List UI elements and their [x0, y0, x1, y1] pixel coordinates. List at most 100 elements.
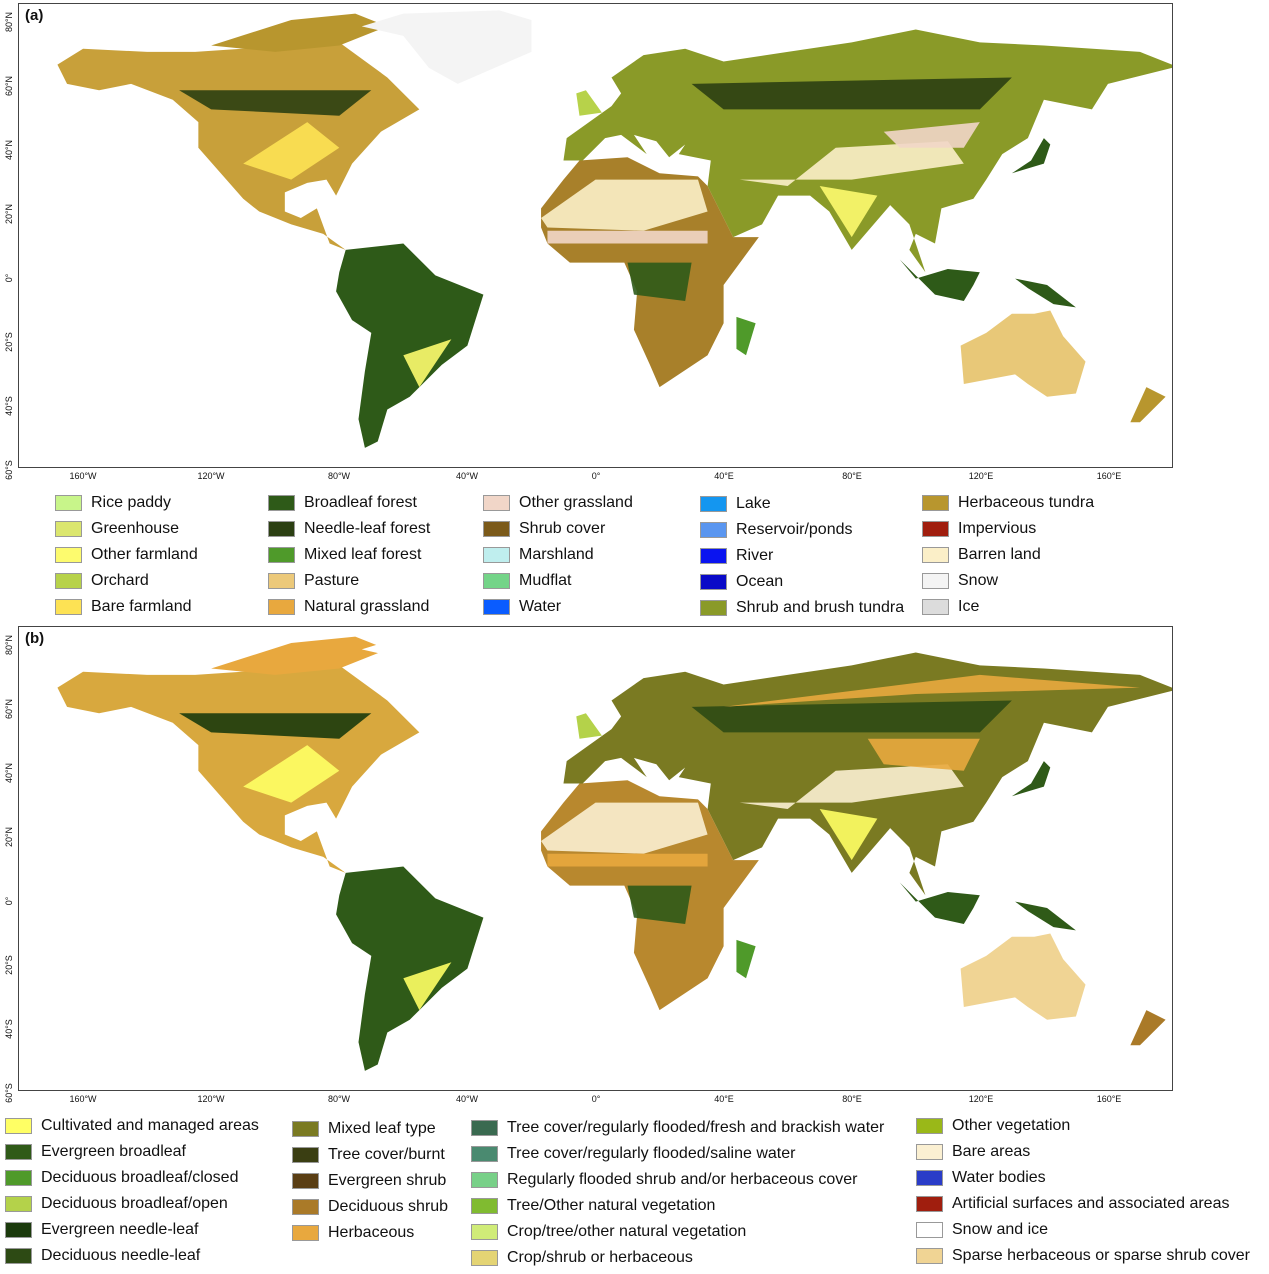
legend-swatch [483, 599, 510, 615]
legend-item: Water bodies [916, 1165, 1046, 1191]
landcover-region [819, 809, 878, 861]
landmass-arctic [211, 13, 388, 52]
legend-label: Evergreen shrub [328, 1172, 447, 1189]
legend-swatch [471, 1120, 498, 1136]
lon-tick-label: 0° [591, 1094, 601, 1104]
landmass-ng [1015, 278, 1076, 308]
panel-label-a: (a) [25, 7, 44, 24]
legend-item: Bare areas [916, 1139, 1030, 1165]
legend-item: River [700, 543, 773, 569]
legend-swatch [916, 1248, 943, 1264]
lon-tick-label: 80°E [842, 471, 862, 481]
landmass-na [57, 665, 420, 873]
legend-label: Evergreen broadleaf [41, 1143, 186, 1160]
legend-swatch [55, 599, 82, 615]
legend-item: Pasture [268, 568, 359, 594]
legend-label: Herbaceous [328, 1224, 415, 1241]
legend-item: Artificial surfaces and associated areas [916, 1191, 1229, 1217]
legend-item: Snow [922, 568, 998, 594]
lat-tick-label: 0° [4, 273, 14, 283]
landmass-mg [736, 939, 756, 979]
legend-label: Shrub and brush tundra [736, 599, 905, 616]
legend-label: Orchard [91, 572, 149, 589]
legend-swatch [916, 1170, 943, 1186]
legend-swatch [700, 600, 727, 616]
legend-label: Greenhouse [91, 520, 180, 537]
legend-swatch [471, 1250, 498, 1266]
legend-swatch [268, 521, 295, 537]
legend-swatch [5, 1144, 32, 1160]
legend-item: Cultivated and managed areas [5, 1113, 259, 1139]
legend-swatch [292, 1121, 319, 1137]
landcover-region [541, 179, 708, 231]
legend-item: Evergreen needle-leaf [5, 1217, 198, 1243]
legend-label: Other vegetation [952, 1117, 1071, 1134]
legend-swatch [292, 1173, 319, 1189]
legend-item: Mixed leaf type [292, 1116, 436, 1142]
legend-swatch [916, 1144, 943, 1160]
landcover-region [403, 339, 452, 388]
landcover-region [819, 186, 878, 238]
landmass-id [899, 259, 980, 301]
legend-item: Ice [922, 594, 979, 620]
lon-tick-label: 80°E [842, 1094, 862, 1104]
legend-label: Snow [958, 572, 999, 589]
legend-item: Crop/shrub or herbaceous [471, 1245, 693, 1271]
landmass-ng [1015, 901, 1076, 931]
lat-tick-label: 40°S [4, 1019, 14, 1039]
landcover-region [547, 230, 708, 244]
legend-swatch [5, 1222, 32, 1238]
legend-swatch [268, 599, 295, 615]
landcover-region [541, 802, 708, 854]
lat-tick-label: 20°N [4, 826, 14, 848]
landcover-region [691, 77, 1012, 110]
legend-item: Tree cover/regularly flooded/fresh and b… [471, 1115, 884, 1141]
legend-label: Mixed leaf type [328, 1120, 436, 1137]
legend-swatch [268, 573, 295, 589]
landmass-mg [736, 316, 756, 356]
legend-label: Natural grassland [304, 598, 430, 615]
legend-item: Tree cover/regularly flooded/saline wate… [471, 1141, 795, 1167]
legend-label: Deciduous shrub [328, 1198, 449, 1215]
landcover-region [243, 122, 340, 180]
legend-label: Shrub cover [519, 520, 606, 537]
legend-item: Herbaceous [292, 1220, 414, 1246]
legend-swatch [5, 1118, 32, 1134]
legend-item: Mudflat [483, 568, 571, 594]
lat-tick-label: 80°N [4, 634, 14, 656]
legend-label: River [736, 547, 774, 564]
legend-swatch [700, 548, 727, 564]
landmass-na [57, 42, 420, 250]
legend-label: Needle-leaf forest [304, 520, 431, 537]
legend-label: Deciduous broadleaf/closed [41, 1169, 239, 1186]
legend-swatch [700, 496, 727, 512]
legend-label: Other grassland [519, 494, 633, 511]
legend-item: Deciduous shrub [292, 1194, 448, 1220]
legend-swatch [922, 495, 949, 511]
legend-label: Ocean [736, 573, 784, 590]
landcover-region [403, 962, 452, 1011]
legend-label: Tree cover/regularly flooded/saline wate… [507, 1145, 796, 1162]
legend-swatch [5, 1248, 32, 1264]
legend-swatch [55, 521, 82, 537]
legend-label: Herbaceous tundra [958, 494, 1095, 511]
lat-tick-label: 40°N [4, 762, 14, 784]
legend-item: Herbaceous tundra [922, 490, 1094, 516]
landcover-region [691, 700, 1012, 733]
legend-item: Rice paddy [55, 490, 171, 516]
legend-swatch [5, 1170, 32, 1186]
legend-swatch [700, 522, 727, 538]
legend-item: Tree/Other natural vegetation [471, 1193, 715, 1219]
legend-swatch [268, 495, 295, 511]
legend-label: Barren land [958, 546, 1041, 563]
legend-item: Ocean [700, 569, 783, 595]
lat-tick-label: 60°S [4, 1083, 14, 1103]
legend-item: Evergreen shrub [292, 1168, 446, 1194]
legend-label: Crop/tree/other natural vegetation [507, 1223, 747, 1240]
legend-label: Lake [736, 495, 771, 512]
landcover-region [723, 674, 1140, 707]
legend-label: Bare areas [952, 1143, 1031, 1160]
lon-tick-label: 160°E [1096, 1094, 1122, 1104]
lat-tick-label: 80°N [4, 11, 14, 33]
landmass-gl [361, 10, 532, 84]
